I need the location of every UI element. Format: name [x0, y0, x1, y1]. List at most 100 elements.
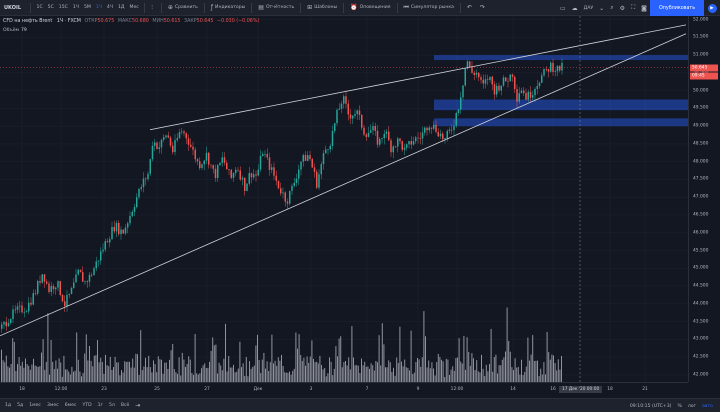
- interval-5m[interactable]: 5М: [83, 5, 91, 10]
- volume-bar: [465, 369, 466, 382]
- candle-up: [331, 130, 334, 146]
- volume-bar: [191, 372, 193, 382]
- volume-bar: [257, 334, 258, 382]
- time-scale[interactable]: 18 12:00 23 25 27 Дек 3 7 9 12:00 14 16 18 21 17 Дек '…: [0, 382, 688, 398]
- volume-bar: [177, 373, 178, 382]
- range-1d[interactable]: 1д: [5, 403, 12, 408]
- candle-up: [55, 287, 57, 290]
- auto-toggle[interactable]: авто: [701, 403, 713, 409]
- time-tick: 7: [365, 387, 369, 392]
- interval-1d[interactable]: 1Д: [117, 5, 125, 10]
- templates-button[interactable]: ⊞ Шаблоны: [304, 4, 340, 11]
- candle-down: [361, 114, 363, 128]
- candle-down: [169, 137, 172, 146]
- price-tick: 44.500: [693, 283, 709, 289]
- candle-up: [104, 241, 106, 250]
- compare-button[interactable]: ⊕ Сравнить: [165, 4, 201, 11]
- volume-label[interactable]: Объём: [3, 28, 19, 33]
- percent-toggle[interactable]: %: [677, 403, 682, 409]
- reports-button[interactable]: ▤ Отчётность: [255, 4, 297, 11]
- candle-up: [500, 85, 502, 91]
- candle-down: [21, 305, 23, 313]
- interval-1s[interactable]: 1С: [36, 5, 43, 10]
- play-button[interactable]: ▶: [704, 0, 720, 16]
- interval-month[interactable]: Мес: [129, 5, 139, 10]
- volume-bar: [476, 360, 478, 382]
- candle-down: [156, 142, 158, 149]
- indicators-button[interactable]: ƒ Индикаторы: [208, 4, 248, 11]
- candle-up: [142, 178, 145, 188]
- candle-up: [203, 160, 205, 165]
- volume-bar: [353, 357, 354, 382]
- undo-button[interactable]: ↶: [464, 4, 477, 11]
- volume-bar: [525, 366, 527, 382]
- range-1m[interactable]: 1мес: [29, 403, 41, 408]
- chart-type-button[interactable]: ⫶: [148, 4, 158, 12]
- volume-bar: [461, 363, 463, 382]
- volume-bar: [317, 363, 319, 382]
- log-toggle[interactable]: лог: [687, 403, 696, 409]
- volume-bar: [114, 356, 116, 382]
- volume-bar: [285, 372, 287, 382]
- interval-1h-a[interactable]: 1Ч: [72, 5, 79, 10]
- volume-bar: [39, 366, 41, 382]
- layout-icon[interactable]: ▭: [559, 4, 566, 12]
- save-layout-button[interactable]: ДАУ: [583, 5, 594, 11]
- countdown-tag: 09:45: [690, 72, 718, 80]
- volume-bar: [55, 360, 57, 382]
- volume-bar: [82, 372, 84, 382]
- clock-readout[interactable]: 09:10:15 (UTC+3): [629, 403, 672, 409]
- range-3m[interactable]: 3мес: [46, 403, 59, 408]
- range-5y[interactable]: 5л: [108, 403, 115, 408]
- redo-button[interactable]: ↷: [477, 4, 490, 11]
- range-5d[interactable]: 5д: [17, 403, 24, 408]
- candle-up: [201, 164, 203, 168]
- legend-title[interactable]: CFD на нефть Brent: [3, 19, 53, 24]
- volume-bar: [149, 367, 151, 382]
- calendar-range-icon[interactable]: ⇥: [135, 402, 141, 409]
- fullscreen-icon[interactable]: ⛶: [630, 4, 636, 11]
- candle-up: [370, 130, 372, 133]
- range-6m[interactable]: 6мес: [64, 403, 77, 408]
- legend-low-label: МИН: [152, 19, 164, 24]
- replay-label: Симулятор рынка: [410, 5, 454, 10]
- alerts-button[interactable]: ⏰ Оповещения: [347, 4, 393, 11]
- time-tick: 23: [101, 387, 107, 392]
- volume-bar: [25, 358, 26, 382]
- price-tick: 46.000: [693, 230, 709, 236]
- volume-bar: [263, 352, 265, 382]
- symbol-search[interactable]: UKOIL: [4, 4, 22, 11]
- interval-15s[interactable]: 15С: [58, 5, 68, 10]
- camera-icon[interactable]: ◙: [641, 4, 647, 12]
- bottom-toolbar: 1д 5д 1мес 3мес 6мес YTD 1г 5л Всё ⇥ 09:…: [0, 398, 720, 412]
- quick-search-icon[interactable]: ⌕: [610, 4, 614, 11]
- interval-5s[interactable]: 5С: [47, 5, 54, 10]
- volume-bar: [369, 368, 370, 382]
- range-all[interactable]: Всё: [120, 403, 130, 408]
- candle-up: [534, 88, 536, 96]
- volume-bar: [31, 364, 33, 382]
- price-scale[interactable]: 52.00051.50051.00050.50050.00049.50049.0…: [688, 16, 720, 382]
- settings-icon[interactable]: ⚙: [619, 4, 625, 12]
- candle-up: [131, 211, 133, 217]
- volume-bar: [397, 363, 399, 382]
- volume-bar: [335, 346, 337, 382]
- cloud-icon[interactable]: ☁: [571, 4, 578, 12]
- publish-button[interactable]: Опубликовать: [650, 0, 704, 16]
- interval-4h[interactable]: 4Ч: [106, 5, 113, 10]
- volume-bar: [389, 362, 391, 382]
- range-ytd[interactable]: YTD: [82, 403, 92, 408]
- interval-1h-active[interactable]: 1Ч: [95, 5, 102, 10]
- volume-bar: [324, 367, 326, 382]
- price-chart[interactable]: [0, 16, 688, 382]
- replay-button[interactable]: ⏮ Симулятор рынка: [401, 4, 457, 12]
- candle-up: [217, 165, 219, 179]
- volume-bar: [249, 361, 250, 382]
- volume-bar: [89, 345, 90, 382]
- candle-up: [253, 174, 255, 178]
- range-1y[interactable]: 1г: [97, 403, 103, 408]
- candle-down: [410, 141, 412, 145]
- chevron-down-icon[interactable]: ⌄: [599, 4, 605, 12]
- candle-up: [439, 133, 442, 137]
- volume-bar: [15, 370, 17, 382]
